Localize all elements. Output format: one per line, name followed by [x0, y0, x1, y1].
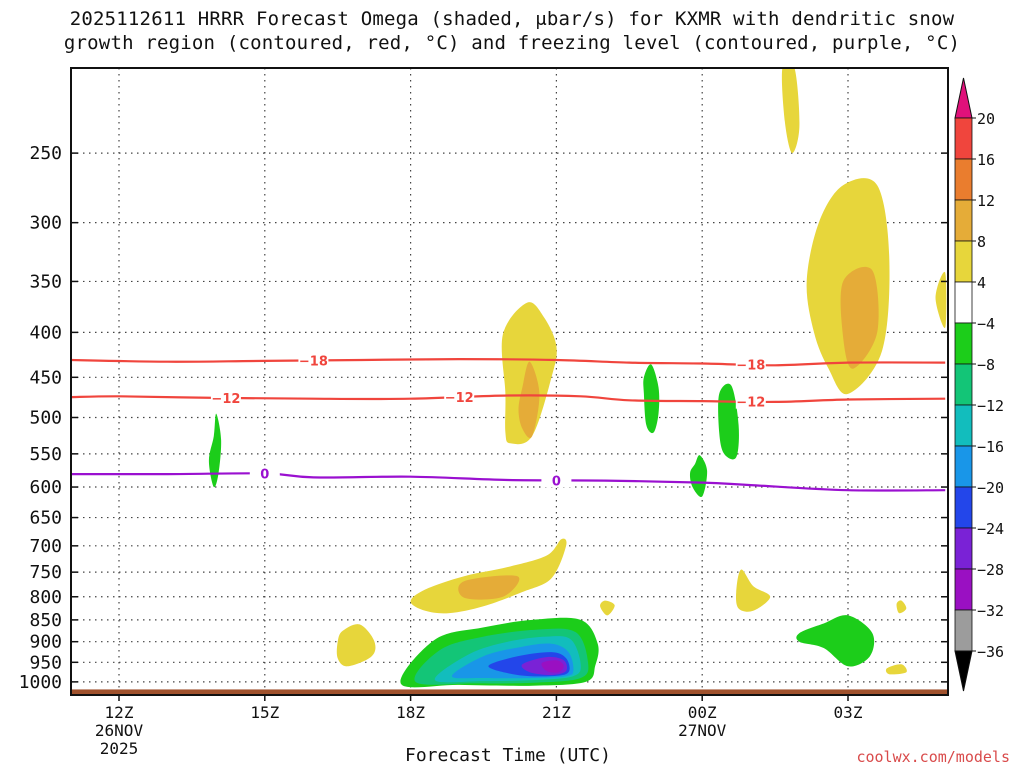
chart-title-line-1: 2025112611 HRRR Forecast Omega (shaded, … [69, 8, 955, 30]
snow-contour-minus18 [71, 357, 946, 367]
colorbar-box-3 [954, 240, 973, 283]
colorbar-bottom-arrow [954, 650, 973, 692]
snow-contour-minus12-label-1: −12 [445, 391, 474, 406]
omega-colorbar: 20 16 12 8 4 −4 −8 −12 −16 −20 −24 −28 −32 −36 [954, 77, 1004, 692]
x-tick-date-00Z: 27NOV [678, 721, 727, 740]
omega-region-8 [208, 413, 222, 488]
colorbar-box-6 [954, 363, 973, 406]
omega-region-9 [689, 455, 708, 498]
y-tick-label-300: 300 [29, 213, 62, 234]
site-credit-link[interactable]: coolwx.com/models [856, 748, 1010, 766]
omega-region-14 [336, 624, 376, 667]
colorbar-box-7 [954, 404, 973, 447]
y-tick-label-650: 650 [29, 508, 62, 529]
colorbar-label-11: −28 [977, 561, 1004, 579]
x-axis-title: Forecast Time (UTC) [405, 745, 611, 766]
colorbar-label-3: 8 [977, 233, 986, 251]
y-tick-label-800: 800 [29, 587, 62, 608]
y-tick-label-450: 450 [29, 367, 62, 388]
y-axis-pressure-labels: 2503003504004505005506006507007508008509… [19, 143, 948, 693]
freezing-contour-0-label-1: 0 [552, 474, 561, 489]
omega-region-12 [736, 569, 771, 612]
omega-region-11 [458, 575, 520, 600]
y-tick-label-600: 600 [29, 477, 62, 498]
x-tick-label-03Z: 03Z [834, 703, 863, 722]
x-tick-label-18Z: 18Z [396, 703, 425, 722]
y-tick-label-550: 550 [29, 444, 62, 465]
x-tick-label-12Z: 12Z [105, 703, 134, 722]
colorbar-box-2 [954, 199, 973, 242]
colorbar-box-12 [954, 609, 973, 652]
colorbar-label-12: −32 [977, 602, 1004, 620]
omega-shaded-regions [208, 68, 947, 688]
y-tick-label-400: 400 [29, 322, 62, 343]
colorbar-label-7: −12 [977, 397, 1004, 415]
snow-contour-minus12-label-bg-0 [210, 390, 241, 406]
snow-contour-minus12-label-2: −12 [736, 396, 765, 411]
omega-region-17 [796, 615, 875, 667]
omega-region-24 [541, 660, 564, 673]
y-tick-label-700: 700 [29, 536, 62, 557]
colorbar-top-arrow [954, 77, 973, 119]
x-tick-year-12Z: 2025 [100, 739, 139, 758]
y-tick-label-900: 900 [29, 632, 62, 653]
colorbar-label-1: 16 [977, 151, 995, 169]
y-tick-label-750: 750 [29, 562, 62, 583]
y-tick-label-850: 850 [29, 610, 62, 631]
omega-region-2 [840, 266, 879, 369]
ground-surface [71, 689, 948, 695]
omega-region-10 [410, 538, 567, 614]
colorbar-box-8 [954, 445, 973, 488]
colorbar-box-4 [954, 281, 973, 324]
colorbar-label-8: −16 [977, 438, 1004, 456]
x-tick-label-21Z: 21Z [542, 703, 571, 722]
x-tick-date-12Z: 26NOV [95, 721, 144, 740]
snow-contour-minus12-label-bg-2 [735, 393, 766, 409]
colorbar-box-1 [954, 158, 973, 201]
freezing-contour-0 [71, 472, 946, 492]
y-tick-label-250: 250 [29, 143, 62, 164]
snow-contour-minus18-label-bg-0 [298, 352, 329, 368]
snow-contour-minus12-label-bg-1 [444, 389, 475, 405]
colorbar-box-9 [954, 486, 973, 529]
omega-region-5 [518, 361, 540, 439]
y-tick-label-500: 500 [29, 407, 62, 428]
colorbar-label-4: 4 [977, 274, 986, 292]
omega-region-6 [643, 364, 660, 434]
colorbar-box-11 [954, 568, 973, 611]
chart-title-line-2: growth region (contoured, red, °C) and f… [63, 32, 961, 54]
freezing-contour-0-label-bg-1 [541, 472, 572, 488]
y-tick-label-950: 950 [29, 652, 62, 673]
colorbar-box-10 [954, 527, 973, 570]
snow-contour-minus12-label-0: −12 [211, 392, 240, 407]
omega-region-15 [896, 600, 907, 614]
x-tick-label-15Z: 15Z [250, 703, 279, 722]
y-tick-label-350: 350 [29, 271, 62, 292]
colorbar-label-10: −24 [977, 520, 1004, 538]
omega-region-3 [935, 271, 947, 329]
omega-region-13 [600, 600, 615, 616]
colorbar-label-0: 20 [977, 110, 995, 128]
freezing-contour-0-label-bg-0 [249, 465, 280, 481]
omega-region-0 [781, 68, 800, 154]
colorbar-label-2: 12 [977, 192, 995, 210]
snow-contour-minus18-label-0: −18 [299, 354, 328, 369]
colorbar-label-13: −36 [977, 643, 1004, 661]
snow-contour-minus18-label-bg-1 [735, 356, 766, 372]
y-tick-label-1000: 1000 [19, 672, 62, 693]
plot-frame [70, 67, 949, 696]
colorbar-label-5: −4 [977, 315, 995, 333]
colorbar-box-5 [954, 322, 973, 365]
snow-contour-minus18-label-1: −18 [736, 359, 765, 374]
omega-region-16 [885, 664, 907, 675]
colorbar-label-9: −20 [977, 479, 1004, 497]
colorbar-label-6: −8 [977, 356, 995, 374]
freezing-contour-0-label-0: 0 [260, 467, 269, 482]
temperature-contours: −18 −18 −12 −12 −12 0 0 [71, 352, 946, 492]
colorbar-box-0 [954, 117, 973, 160]
x-tick-label-00Z: 00Z [688, 703, 717, 722]
